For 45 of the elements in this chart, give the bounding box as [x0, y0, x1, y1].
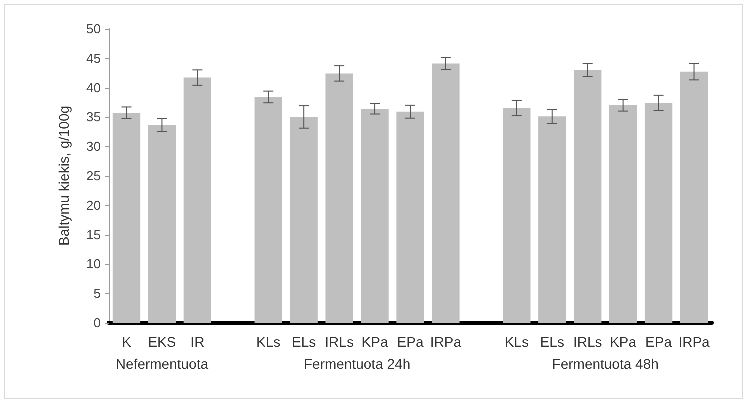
y-tick-label: 5 [94, 286, 101, 302]
y-tick-label: 40 [86, 80, 101, 96]
y-tick-label: 25 [86, 168, 101, 184]
y-tick-label: 50 [86, 22, 101, 36]
x-tick-label: IR [190, 334, 205, 350]
x-tick-label: EKS [148, 334, 176, 350]
bar [148, 125, 176, 323]
bar [574, 70, 602, 323]
x-tick-label: KLs [504, 334, 529, 350]
x-tick-label: KPa [362, 334, 388, 350]
x-tick-label: IRPa [430, 334, 462, 350]
y-tick-label: 10 [86, 256, 101, 272]
text: Nefermentuota [116, 356, 209, 372]
bar [432, 64, 460, 323]
bar [290, 117, 318, 323]
x-tick-label: K [122, 334, 132, 350]
x-tick-label: KPa [610, 334, 637, 350]
bar [254, 97, 282, 323]
bar [396, 112, 424, 323]
y-tick-label: 30 [86, 139, 101, 154]
bar [538, 116, 566, 323]
x-tick-label: KLs [256, 334, 281, 350]
bar [112, 113, 141, 323]
y-tick-label: 20 [86, 198, 101, 213]
bar [680, 72, 708, 323]
bar [644, 103, 673, 323]
bar [326, 74, 354, 323]
x-tick-label: ELs [540, 334, 564, 350]
y-tick-label: 0 [94, 316, 101, 330]
bar [609, 105, 638, 323]
text: Fermentuota 24h [304, 356, 411, 372]
y-axis-title: Baltymu kiekis, g/100g [56, 106, 72, 246]
x-tick-label: EPa [646, 334, 672, 350]
x-tick-label: IRLs [573, 334, 602, 350]
y-tick-label: 15 [86, 227, 101, 242]
x-tick-label: EPa [397, 334, 424, 350]
x-tick-label: IRLs [325, 334, 354, 350]
y-tick-label: 45 [86, 50, 101, 66]
text: Fermentuota 48h [552, 356, 659, 372]
x-tick-label: ELs [292, 334, 316, 350]
bar [184, 78, 212, 323]
bar [503, 108, 531, 323]
x-tick-label: IRPa [678, 334, 710, 350]
bar [361, 108, 389, 323]
y-tick-label: 35 [86, 110, 101, 125]
